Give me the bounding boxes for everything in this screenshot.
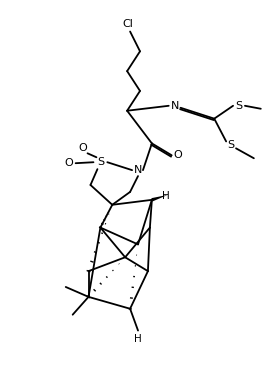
Text: O: O <box>78 144 87 153</box>
Text: H: H <box>134 335 142 344</box>
Text: S: S <box>228 140 235 151</box>
Text: O: O <box>173 150 182 160</box>
Text: N: N <box>134 165 142 175</box>
Text: O: O <box>64 158 73 168</box>
Text: H: H <box>162 191 170 201</box>
Text: S: S <box>235 101 242 111</box>
Polygon shape <box>151 195 168 202</box>
Text: S: S <box>97 157 104 167</box>
Text: Cl: Cl <box>123 19 134 29</box>
Text: N: N <box>171 101 179 111</box>
